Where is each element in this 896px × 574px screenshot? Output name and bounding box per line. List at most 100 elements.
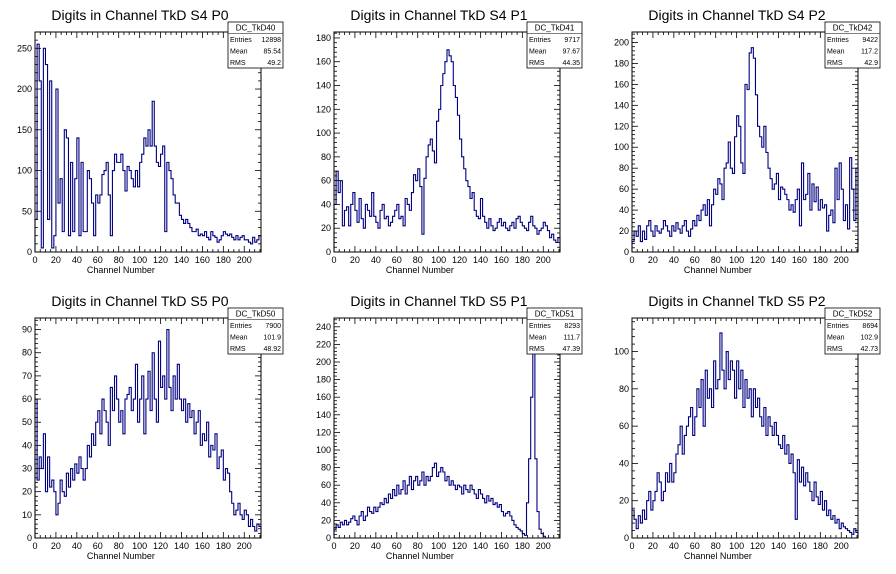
histogram-panel: Digits in Channel TkD S4 P0 0 20 40 60 80 100 1… bbox=[17, 7, 284, 275]
stats-box: DC_TkD40 Entries 12898 Mean 85.54 RMS 49.2 bbox=[227, 21, 284, 69]
y-tick-label: 200 bbox=[316, 357, 331, 367]
y-tick-label: 80 bbox=[22, 348, 32, 358]
stats-value: 117.2 bbox=[861, 49, 878, 56]
stats-key: Entries bbox=[529, 323, 551, 330]
x-tick-label: 20 bbox=[350, 255, 360, 265]
x-tick-label: 40 bbox=[72, 255, 82, 265]
y-tick-label: 200 bbox=[17, 84, 32, 94]
y-tick-label: 250 bbox=[17, 43, 32, 53]
x-axis-label: Channel Number bbox=[87, 551, 155, 561]
y-tick-label: 200 bbox=[614, 37, 629, 47]
stats-box-frame bbox=[227, 307, 284, 355]
histogram-series bbox=[34, 43, 262, 252]
x-tick-label: 0 bbox=[32, 541, 37, 551]
histogram-panel: Digits in Channel TkD S5 P2 0 20 40 60 80 100 1… bbox=[614, 293, 881, 561]
y-tick-label: 40 bbox=[321, 199, 331, 209]
x-tick-label: 20 bbox=[350, 541, 360, 551]
x-tick-label: 60 bbox=[690, 541, 700, 551]
x-tick-label: 200 bbox=[237, 255, 252, 265]
y-tick-label: 30 bbox=[22, 464, 32, 474]
plot-frame bbox=[631, 317, 859, 539]
x-tick-label: 0 bbox=[331, 541, 336, 551]
histogram-panel: Digits in Channel TkD S4 P2 0 20 40 60 80 100 1… bbox=[614, 7, 881, 275]
stats-box-frame bbox=[526, 21, 583, 69]
stats-box: DC_TkD42 Entries 9422 Mean 117.2 RMS 42.9 bbox=[824, 21, 881, 69]
y-tick-label: 160 bbox=[316, 57, 331, 67]
x-tick-label: 100 bbox=[431, 541, 446, 551]
y-tick-label: 100 bbox=[17, 166, 32, 176]
x-tick-label: 100 bbox=[431, 255, 446, 265]
x-tick-label: 200 bbox=[536, 541, 551, 551]
stats-key: Entries bbox=[230, 323, 252, 330]
x-tick-label: 100 bbox=[729, 255, 744, 265]
x-tick-label: 80 bbox=[413, 541, 423, 551]
x-tick-label: 140 bbox=[771, 255, 786, 265]
x-tick-label: 80 bbox=[711, 541, 721, 551]
stats-value: 9717 bbox=[564, 37, 580, 44]
y-tick-label: 120 bbox=[316, 104, 331, 114]
x-tick-label: 60 bbox=[690, 255, 700, 265]
stats-key: Mean bbox=[827, 49, 845, 56]
y-tick-label: 140 bbox=[316, 81, 331, 91]
x-tick-label: 180 bbox=[216, 255, 231, 265]
x-tick-label: 20 bbox=[648, 255, 658, 265]
x-tick-label: 140 bbox=[771, 541, 786, 551]
chart-title: Digits in Channel TkD S5 P0 bbox=[51, 293, 228, 309]
stats-key: RMS bbox=[230, 346, 246, 353]
x-axis-label: Channel Number bbox=[386, 265, 454, 275]
x-tick-label: 80 bbox=[413, 255, 423, 265]
x-tick-label: 160 bbox=[494, 255, 509, 265]
y-tick-label: 50 bbox=[22, 206, 32, 216]
x-tick-label: 40 bbox=[669, 255, 679, 265]
y-tick-label: 20 bbox=[321, 223, 331, 233]
y-tick-label: 180 bbox=[316, 33, 331, 43]
stats-value: 9422 bbox=[862, 37, 878, 44]
stats-box: DC_TkD51 Entries 8293 Mean 111.7 RMS 47.39 bbox=[526, 307, 583, 355]
plot-frame bbox=[333, 317, 561, 539]
y-tick-label: 80 bbox=[321, 463, 331, 473]
plot-frame bbox=[631, 31, 859, 253]
x-tick-label: 200 bbox=[834, 255, 849, 265]
stats-value: 8293 bbox=[564, 323, 580, 330]
y-tick-label: 20 bbox=[619, 496, 629, 506]
stats-box-frame bbox=[526, 307, 583, 355]
y-tick-label: 20 bbox=[619, 226, 629, 236]
y-tick-label: 20 bbox=[321, 515, 331, 525]
stats-key: RMS bbox=[529, 346, 545, 353]
y-tick-label: 40 bbox=[619, 458, 629, 468]
stats-value: 7900 bbox=[265, 323, 281, 330]
x-tick-label: 20 bbox=[51, 255, 61, 265]
stats-value: 102.9 bbox=[860, 335, 878, 342]
stats-value: 48.92 bbox=[263, 346, 281, 353]
y-tick-label: 0 bbox=[624, 247, 629, 257]
x-tick-label: 120 bbox=[452, 255, 467, 265]
x-tick-label: 140 bbox=[174, 255, 189, 265]
y-tick-label: 240 bbox=[316, 322, 331, 332]
x-axis-label: Channel Number bbox=[684, 265, 752, 275]
stats-key: Entries bbox=[827, 37, 849, 44]
x-tick-label: 120 bbox=[153, 541, 168, 551]
x-tick-label: 100 bbox=[132, 541, 147, 551]
stats-box-title: DC_TkD41 bbox=[535, 24, 575, 33]
y-tick-label: 160 bbox=[614, 79, 629, 89]
y-tick-label: 20 bbox=[22, 487, 32, 497]
x-tick-label: 160 bbox=[494, 541, 509, 551]
y-tick-label: 0 bbox=[624, 533, 629, 543]
histogram-panel: Digits in Channel TkD S5 P1 0 20 40 60 80 100 1… bbox=[316, 293, 583, 561]
x-tick-label: 180 bbox=[515, 541, 530, 551]
stats-value: 12898 bbox=[262, 37, 282, 44]
stats-key: Entries bbox=[230, 37, 252, 44]
y-tick-label: 100 bbox=[614, 142, 629, 152]
x-tick-label: 200 bbox=[237, 541, 252, 551]
y-tick-label: 180 bbox=[316, 375, 331, 385]
histogram-panel: Digits in Channel TkD S4 P1 0 20 40 60 80 100 1… bbox=[316, 7, 583, 275]
x-tick-label: 180 bbox=[216, 541, 231, 551]
y-tick-label: 60 bbox=[321, 480, 331, 490]
x-tick-label: 80 bbox=[114, 541, 124, 551]
stats-box-title: DC_TkD52 bbox=[833, 310, 873, 319]
chart-title: Digits in Channel TkD S5 P1 bbox=[350, 293, 527, 309]
x-tick-label: 120 bbox=[750, 541, 765, 551]
stats-value: 8694 bbox=[862, 323, 878, 330]
y-tick-label: 70 bbox=[22, 371, 32, 381]
